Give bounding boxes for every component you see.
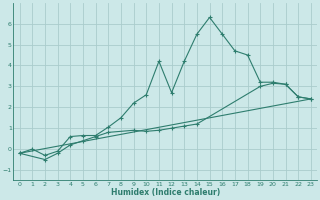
X-axis label: Humidex (Indice chaleur): Humidex (Indice chaleur) (111, 188, 220, 197)
